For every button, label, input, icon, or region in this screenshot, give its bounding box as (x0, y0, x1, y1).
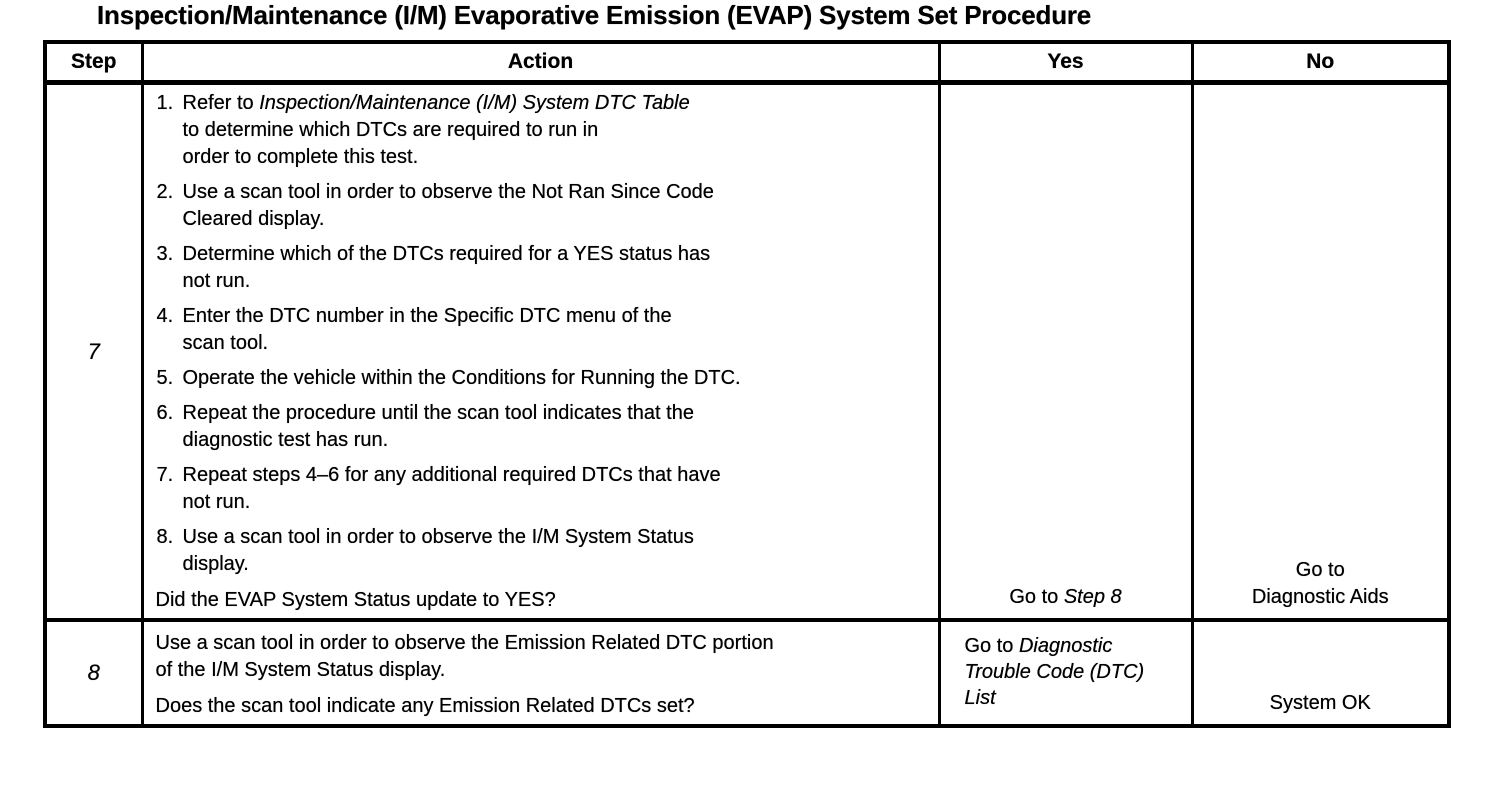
column-header-action: Action (140, 40, 941, 85)
header-row: Step Action Yes No (43, 40, 1451, 85)
action-numbered-list: 1. Refer to Inspection/Maintenance (I/M) … (156, 90, 928, 578)
list-item: 8. Use a scan tool in order to observe th… (156, 524, 928, 578)
text-run: Refer to (182, 92, 260, 114)
page-title: Inspection/Maintenance (I/M) Evaporative… (97, 0, 1092, 30)
column-header-yes: Yes (937, 40, 1194, 85)
list-item: 5. Operate the vehicle within the Conditi… (156, 365, 928, 392)
action-cell: 1. Refer to Inspection/Maintenance (I/M) … (140, 81, 941, 622)
text-run-italic: Diagnostic Trouble Code (DTC) List (964, 634, 1145, 709)
text-run: Go to (1009, 586, 1064, 608)
yes-cell: Go to Step 8 (937, 81, 1194, 622)
list-item-text: Refer to Inspection/Maintenance (I/M) Sy… (183, 90, 928, 171)
list-item-text: Determine which of the DTCs required for… (182, 243, 711, 292)
action-paragraph: Use a scan tool in order to observe the … (155, 632, 774, 681)
yes-cell: Go to Diagnostic Trouble Code (DTC) List (937, 618, 1194, 728)
list-item-text: Repeat steps 4–6 for any additional requ… (182, 464, 721, 513)
procedure-table: Step Action Yes No 7 1. Refer to Inspecti… (43, 40, 1451, 728)
text-run-italic: Inspection/Maintenance (I/M) System DTC … (259, 92, 690, 114)
action-question: Did the EVAP System Status update to YES… (155, 589, 556, 611)
action-question: Does the scan tool indicate any Emission… (155, 695, 695, 717)
no-cell: Go to Diagnostic Aids (1190, 81, 1451, 622)
list-item-text: Repeat the procedure until the scan tool… (182, 402, 694, 451)
list-item: 1. Refer to Inspection/Maintenance (I/M) … (156, 90, 928, 171)
list-item-number: 2. (156, 181, 174, 203)
list-item-number: 4. (156, 305, 174, 327)
list-item-number: 3. (156, 243, 174, 265)
list-item-text: Enter the DTC number in the Specific DTC… (182, 305, 672, 354)
list-item-text: Use a scan tool in order to observe the … (182, 181, 714, 230)
text-run: to determine which DTCs are required to … (182, 119, 599, 168)
column-header-step: Step (43, 40, 144, 85)
text-run-italic: Step 8 (1063, 586, 1122, 608)
list-item: 4. Enter the DTC number in the Specific D… (156, 303, 928, 357)
step-number: 7 (43, 81, 144, 622)
table-row-step-8: 8 Use a scan tool in order to observe th… (43, 618, 1451, 728)
list-item-text: Use a scan tool in order to observe the … (182, 526, 694, 575)
list-item-number: 8. (156, 526, 174, 548)
list-item-number: 5. (156, 367, 174, 389)
list-item-text: Operate the vehicle within the Condition… (182, 367, 741, 389)
list-item: 6. Repeat the procedure until the scan to… (156, 400, 928, 454)
column-header-no: No (1190, 40, 1451, 85)
no-cell: System OK (1190, 618, 1451, 728)
list-item-number: 1. (156, 92, 174, 114)
list-item: 2. Use a scan tool in order to observe th… (156, 179, 928, 233)
list-item-number: 6. (156, 402, 174, 424)
text-run: Go to (964, 634, 1019, 657)
list-item: 7. Repeat steps 4–6 for any additional re… (156, 462, 928, 516)
table-row-step-7: 7 1. Refer to Inspection/Maintenance (I/M… (43, 81, 1451, 622)
step-number: 8 (43, 618, 144, 728)
list-item: 3. Determine which of the DTCs required f… (156, 241, 928, 295)
action-cell: Use a scan tool in order to observe the … (140, 618, 941, 728)
list-item-number: 7. (156, 464, 174, 486)
